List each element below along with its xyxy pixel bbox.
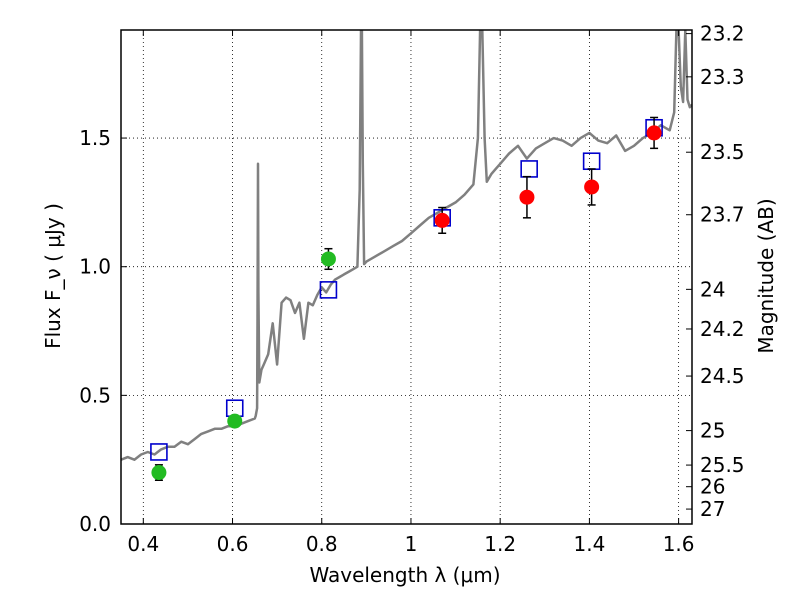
right-tick-label: 27 <box>700 497 725 521</box>
y-tick-label: 1.0 <box>79 255 111 279</box>
photometry-point <box>320 251 336 267</box>
x-tick-label: 1.2 <box>484 532 516 556</box>
right-tick-label: 23.3 <box>700 65 745 89</box>
plot-frame <box>120 29 693 525</box>
x-tick-label: 1.6 <box>663 532 695 556</box>
x-tick-label: 1 <box>405 532 418 556</box>
photometry-point <box>434 212 450 228</box>
x-tick-label: 0.4 <box>127 532 159 556</box>
right-tick-label: 23.2 <box>700 22 745 46</box>
x-tick-label: 0.8 <box>306 532 338 556</box>
right-tick-label: 25 <box>700 419 725 443</box>
right-axis-title: Magnitude (AB) <box>754 198 778 353</box>
right-tick-label: 24.2 <box>700 317 745 341</box>
photometry-point <box>584 179 600 195</box>
photometry-point <box>151 465 167 481</box>
y-tick-label: 0.0 <box>79 512 111 536</box>
model-square-marker <box>150 443 168 461</box>
photometry-point <box>646 125 662 141</box>
x-axis-title: Wavelength λ (μm) <box>309 563 500 587</box>
y-axis-title: Flux F_ν ( μJy ) <box>41 203 65 349</box>
right-tick-label: 23.7 <box>700 203 745 227</box>
y-tick-label: 1.5 <box>79 126 111 150</box>
y-tick-label: 0.5 <box>79 383 111 407</box>
right-tick-label: 23.5 <box>700 140 745 164</box>
photometry-point <box>227 413 243 429</box>
right-tick-label: 24 <box>700 277 725 301</box>
right-tick-label: 24.5 <box>700 364 745 388</box>
right-tick-label: 26 <box>700 475 725 499</box>
model-square-marker <box>319 281 338 299</box>
photometry-point <box>519 189 535 205</box>
plot-area <box>121 30 692 482</box>
x-tick-label: 0.6 <box>217 532 249 556</box>
right-tick-label: 25.5 <box>700 453 745 477</box>
x-tick-label: 1.4 <box>573 532 605 556</box>
axes-ticks: 0.4 0.6 0.8 1 1.2 1.4 1.6 0.0 0.5 1.0 1.5 23.2 23.3 2… <box>79 22 744 556</box>
